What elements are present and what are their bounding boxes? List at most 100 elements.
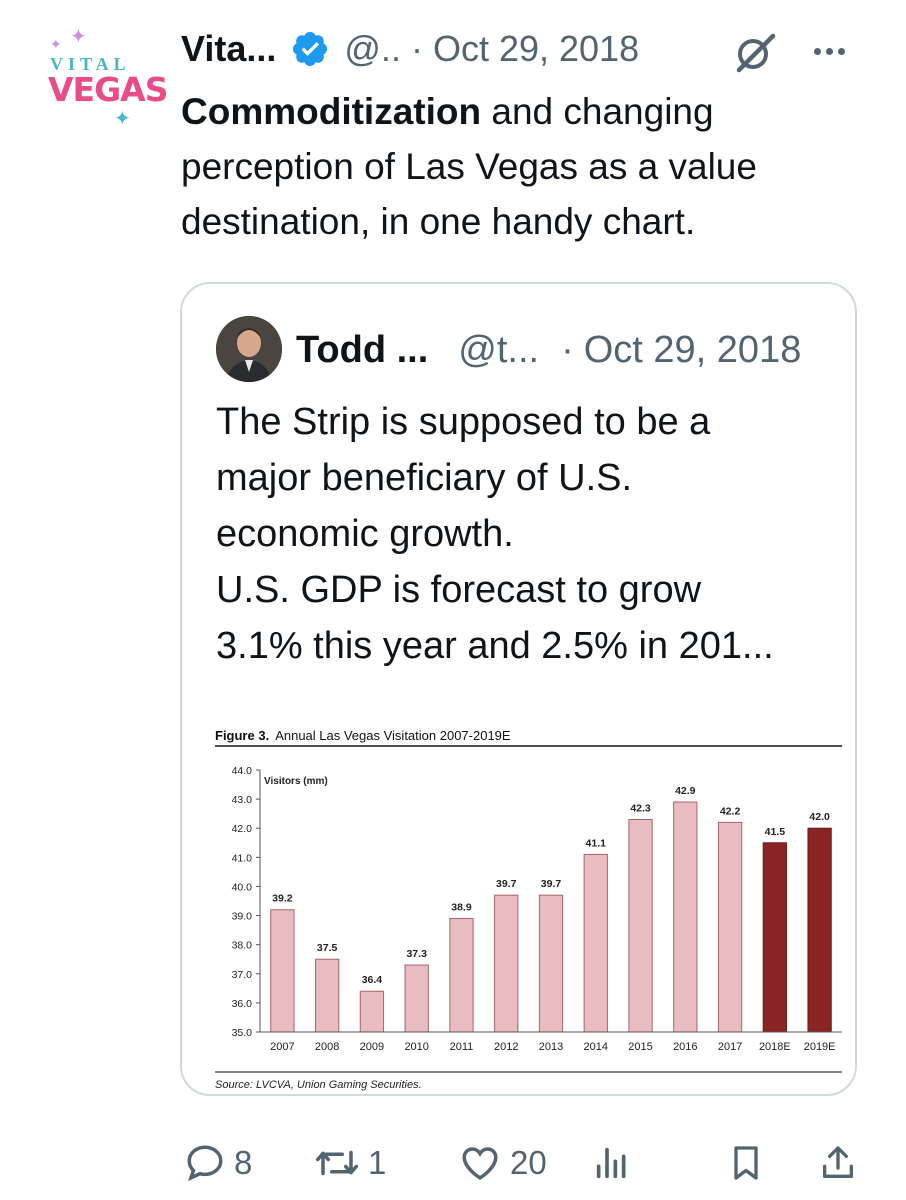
- chart-bar: [673, 801, 698, 1033]
- chart-bar: [449, 917, 474, 1033]
- chart-title-text: Annual Las Vegas Visitation 2007-2019E: [275, 728, 511, 743]
- avatar-logo-text: VEGAS: [48, 70, 168, 109]
- quoted-tweet[interactable]: Todd ... @t... · Oct 29, 2018 The Strip …: [180, 282, 857, 1096]
- separator: ·: [561, 328, 574, 371]
- x-tick-label: 2012: [494, 1041, 518, 1053]
- bar-value-label: 42.2: [720, 805, 741, 817]
- bar-value-label: 42.0: [809, 811, 830, 823]
- y-tick-label: 41.0: [232, 852, 253, 864]
- y-tick-label: 44.0: [232, 765, 253, 777]
- avatar-logo-text: VITAL: [50, 54, 131, 74]
- x-axis: 2007 2008 2009 2010 2011 2012 2013 2014 2015 2016…: [260, 1031, 842, 1053]
- y-tick-label: 36.0: [232, 998, 253, 1010]
- chart-bar: [494, 894, 519, 1033]
- retweet-icon: [316, 1150, 358, 1176]
- quoted-author-name: Todd ...: [296, 328, 429, 371]
- quoted-text-line: major beneficiary of U.S.: [216, 457, 633, 499]
- reply-count: 8: [234, 1144, 253, 1181]
- bar-value-label: 37.5: [317, 942, 338, 954]
- verified-badge-icon[interactable]: [290, 29, 330, 69]
- more-options-icon[interactable]: [814, 42, 850, 60]
- author-handle[interactable]: @..: [344, 28, 401, 69]
- x-tick-label: 2013: [539, 1041, 563, 1053]
- bar-value-label: 41.1: [586, 837, 607, 849]
- grok-icon[interactable]: [733, 30, 777, 74]
- like-button[interactable]: 20: [458, 1142, 547, 1184]
- tweet-date[interactable]: Oct 29, 2018: [432, 28, 640, 69]
- views-icon: [596, 1147, 626, 1179]
- chart-bar: [628, 818, 653, 1033]
- x-tick-label: 2015: [628, 1041, 652, 1053]
- chart-bar: [538, 894, 564, 1033]
- y-axis: 35.0 36.0 37.0 38.0 39.0 40.0 41.0 42.0 43.0 44.0: [232, 765, 261, 1039]
- bar-value-label: 38.9: [451, 901, 472, 913]
- share-icon: [823, 1146, 853, 1178]
- chart-bar: [359, 990, 385, 1033]
- quoted-text-line: The Strip is supposed to be a: [216, 401, 711, 443]
- x-tick-label: 2017: [718, 1041, 742, 1053]
- like-icon: [462, 1147, 498, 1180]
- y-tick-label: 42.0: [232, 823, 253, 835]
- quoted-author-handle: @t...: [458, 328, 540, 371]
- y-tick-label: 43.0: [232, 794, 253, 806]
- chart-source: Source: LVCVA, Union Gaming Securities.: [215, 1079, 422, 1091]
- views-button[interactable]: [592, 1142, 632, 1184]
- chart-bar: [807, 827, 832, 1033]
- author-avatar[interactable]: ✦ ✦ VITAL VEGAS ✦: [44, 24, 168, 134]
- bookmark-button[interactable]: [726, 1142, 766, 1184]
- bar-value-label: 42.3: [630, 802, 651, 814]
- x-tick-label: 2007: [270, 1041, 294, 1053]
- retweet-count: 1: [368, 1144, 387, 1181]
- quoted-tweet-header: Todd ... @t... · Oct 29, 2018: [296, 322, 801, 378]
- sparkle-icon: ✦: [70, 26, 87, 48]
- bar-value-label: 37.3: [406, 948, 427, 960]
- tweet-text: Commoditization and changing perception …: [181, 84, 881, 249]
- x-tick-label: 2014: [584, 1041, 608, 1053]
- bar-value-label: 42.9: [675, 785, 696, 797]
- reply-button[interactable]: 8: [184, 1142, 252, 1184]
- x-tick-label: 2016: [673, 1041, 697, 1053]
- tweet-header: Vita... @.. · Oct 29, 2018: [181, 24, 639, 74]
- x-tick-label: 2011: [450, 1041, 474, 1053]
- sparkle-icon: ✦: [50, 36, 62, 52]
- chart-bar: [404, 964, 429, 1033]
- chart-ylabel: Visitors (mm): [264, 776, 328, 787]
- bar-chart-image[interactable]: Figure 3. Annual Las Vegas Visitation 200…: [182, 714, 855, 1094]
- author-name[interactable]: Vita...: [181, 28, 277, 69]
- chart-bar: [762, 842, 787, 1033]
- quoted-text-line: economic growth.: [216, 513, 514, 555]
- x-tick-label: 2018E: [759, 1041, 791, 1053]
- tweet-text-bold: Commoditization: [181, 91, 482, 132]
- bar-value-label: 39.2: [272, 893, 293, 905]
- quoted-author-avatar: [216, 316, 282, 382]
- quoted-text-line: 3.1% this year and 2.5% in 201...: [216, 625, 774, 667]
- chart-title: Figure 3. Annual Las Vegas Visitation 200…: [215, 728, 511, 743]
- sparkle-icon: ✦: [114, 108, 131, 130]
- tweet-text-rest: and changing perception of Las Vegas as …: [181, 91, 757, 242]
- y-tick-label: 40.0: [232, 881, 253, 893]
- x-tick-label: 2019E: [804, 1041, 836, 1053]
- bookmark-icon: [734, 1146, 758, 1180]
- x-tick-label: 2008: [315, 1041, 339, 1053]
- like-count: 20: [510, 1144, 547, 1181]
- chart-bar: [270, 909, 295, 1033]
- y-tick-label: 39.0: [232, 911, 253, 923]
- reply-icon: [187, 1145, 223, 1182]
- y-tick-label: 35.0: [232, 1027, 253, 1039]
- y-tick-label: 38.0: [232, 940, 253, 952]
- share-button[interactable]: [818, 1142, 858, 1184]
- chart-bar: [315, 958, 340, 1033]
- chart-bars: 39.2 37.5 36.4 37.3 38.9 39.7 39.7 41.1 42.3 42.9…: [270, 785, 832, 1033]
- x-tick-label: 2010: [404, 1041, 428, 1053]
- bar-value-label: 41.5: [765, 826, 786, 838]
- retweet-button[interactable]: 1: [314, 1142, 386, 1184]
- chart-bar: [583, 853, 608, 1033]
- y-tick-label: 37.0: [232, 969, 253, 981]
- separator: ·: [410, 28, 423, 69]
- bar-value-label: 39.7: [541, 878, 562, 890]
- chart-bar: [717, 821, 743, 1033]
- bar-value-label: 36.4: [362, 974, 383, 986]
- bar-value-label: 39.7: [496, 878, 517, 890]
- chart-title-bold: Figure 3.: [215, 728, 269, 743]
- quoted-tweet-text: The Strip is supposed to be a major bene…: [216, 394, 836, 674]
